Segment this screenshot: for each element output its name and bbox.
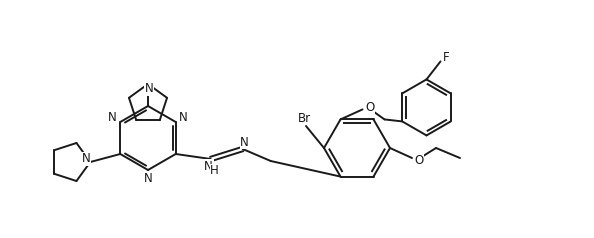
Text: F: F	[443, 51, 450, 64]
Text: N: N	[108, 111, 117, 124]
Text: O: O	[365, 101, 374, 114]
Text: N: N	[241, 135, 249, 149]
Text: N: N	[204, 159, 213, 173]
Text: N: N	[144, 173, 153, 185]
Text: H: H	[210, 164, 219, 178]
Text: O: O	[415, 154, 424, 167]
Text: N: N	[82, 153, 91, 165]
Text: Br: Br	[298, 111, 311, 124]
Text: N: N	[179, 111, 188, 124]
Text: N: N	[144, 83, 153, 95]
